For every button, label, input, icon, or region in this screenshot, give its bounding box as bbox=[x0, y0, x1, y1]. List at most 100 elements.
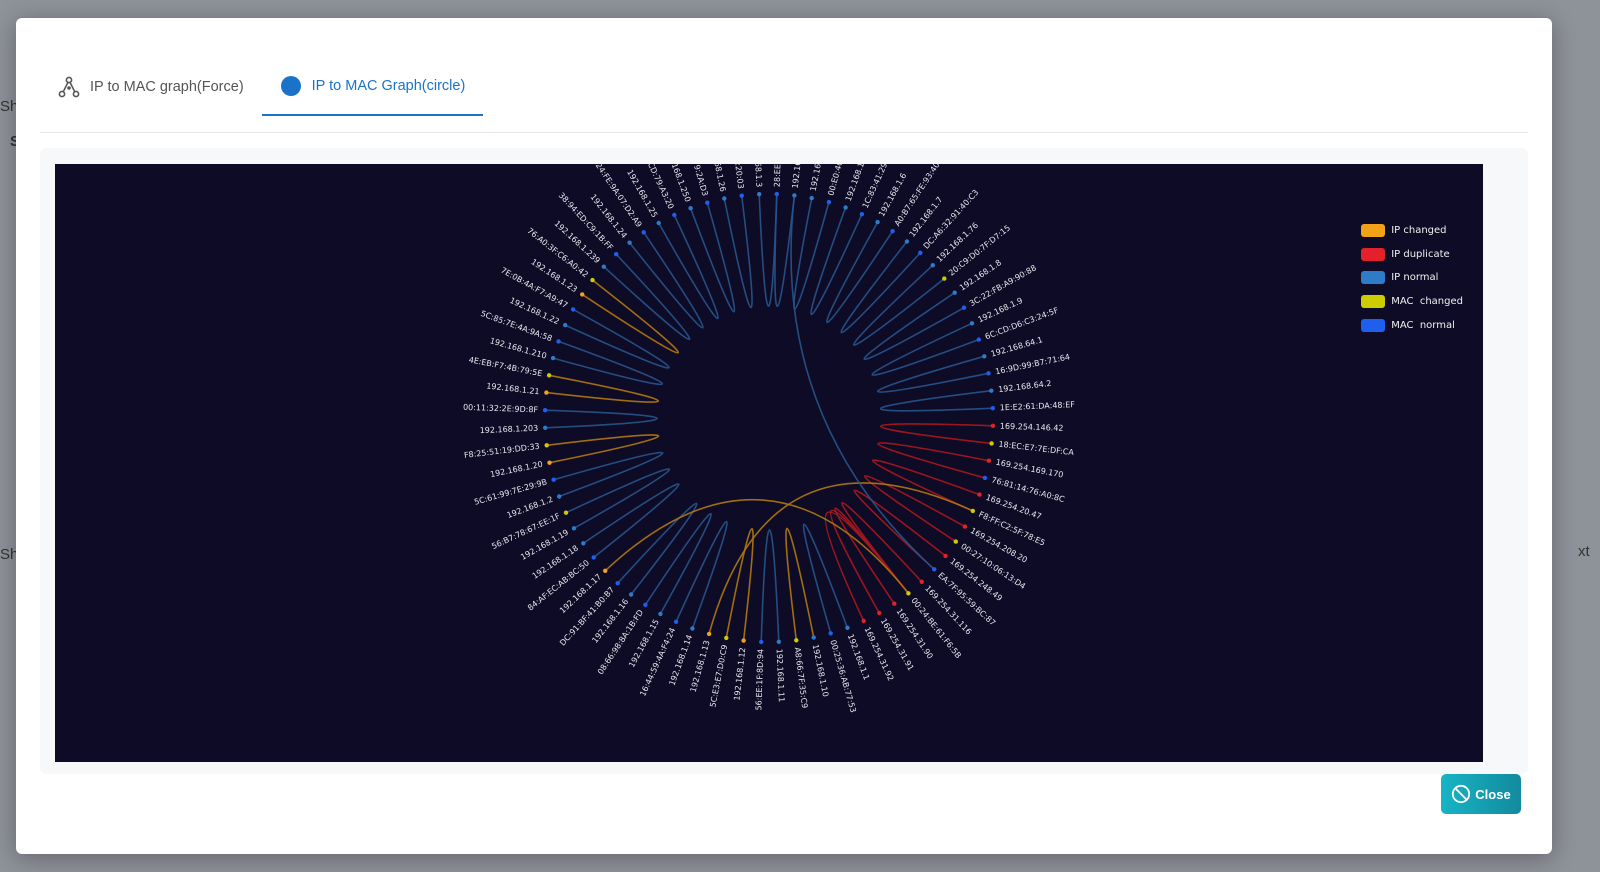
graph-node[interactable] bbox=[706, 631, 712, 637]
graph-node[interactable] bbox=[688, 206, 693, 211]
graph-link[interactable] bbox=[802, 523, 849, 634]
graph-link[interactable] bbox=[545, 409, 658, 429]
graph-node[interactable] bbox=[690, 626, 695, 631]
graph-link[interactable] bbox=[829, 509, 910, 614]
graph-node[interactable] bbox=[990, 423, 996, 428]
graph-link[interactable] bbox=[725, 527, 754, 641]
graph-node[interactable] bbox=[563, 322, 568, 328]
graph-node[interactable] bbox=[570, 307, 576, 312]
graph-node[interactable] bbox=[563, 510, 569, 515]
graph-node[interactable] bbox=[976, 337, 981, 342]
graph-link[interactable] bbox=[840, 241, 921, 334]
graph-node[interactable] bbox=[932, 567, 937, 572]
graph-link[interactable] bbox=[853, 489, 946, 570]
graph-node[interactable] bbox=[774, 191, 779, 197]
graph-node[interactable] bbox=[759, 639, 764, 645]
graph-node[interactable] bbox=[952, 290, 957, 295]
graph-link[interactable] bbox=[760, 529, 780, 642]
graph-node[interactable] bbox=[615, 581, 620, 586]
graph-node[interactable] bbox=[705, 200, 710, 205]
graph-node[interactable] bbox=[811, 635, 816, 640]
graph-node[interactable] bbox=[982, 475, 988, 481]
graph-link[interactable] bbox=[876, 355, 989, 393]
graph-node[interactable] bbox=[542, 408, 548, 413]
graph-link[interactable] bbox=[546, 374, 660, 403]
legend-item-mac-changed[interactable]: MAC changed bbox=[1361, 290, 1463, 314]
graph-node[interactable] bbox=[875, 219, 880, 225]
graph-link[interactable] bbox=[603, 253, 691, 341]
graph-link[interactable] bbox=[852, 264, 945, 346]
graph-link[interactable] bbox=[644, 512, 712, 615]
graph-node[interactable] bbox=[601, 264, 606, 269]
graph-link[interactable] bbox=[689, 202, 736, 313]
graph-link[interactable] bbox=[546, 434, 660, 464]
legend-item-ip-changed[interactable]: IP changed bbox=[1361, 219, 1463, 243]
graph-node[interactable] bbox=[969, 321, 975, 326]
graph-node[interactable] bbox=[546, 373, 552, 378]
close-button[interactable]: Close bbox=[1441, 774, 1521, 814]
graph-node[interactable] bbox=[627, 240, 632, 245]
legend-item-mac-normal[interactable]: MAC normal bbox=[1361, 313, 1463, 337]
graph-node[interactable] bbox=[986, 458, 992, 463]
graph-node[interactable] bbox=[859, 212, 865, 217]
graph-link[interactable] bbox=[552, 340, 664, 386]
graph-node[interactable] bbox=[741, 638, 746, 643]
graph-node[interactable] bbox=[794, 638, 799, 643]
graph-node[interactable] bbox=[571, 526, 577, 531]
graph-node[interactable] bbox=[591, 555, 596, 560]
graph-node[interactable] bbox=[614, 252, 619, 257]
graph-link[interactable] bbox=[723, 195, 753, 309]
graph-link[interactable] bbox=[582, 483, 680, 559]
graph-node[interactable] bbox=[543, 425, 548, 430]
graph-link[interactable] bbox=[879, 423, 993, 445]
graph-node[interactable] bbox=[673, 619, 679, 624]
graph-node[interactable] bbox=[643, 602, 648, 607]
graph-node[interactable] bbox=[809, 195, 814, 201]
graph-node[interactable] bbox=[550, 355, 556, 361]
graph-node[interactable] bbox=[544, 443, 549, 448]
circle-graph-canvas[interactable]: 28:EE:52:56:59 192.168.1.31192.168.1.4 00:… bbox=[55, 164, 1483, 762]
graph-node[interactable] bbox=[603, 568, 608, 573]
graph-link[interactable] bbox=[871, 459, 980, 512]
graph-link[interactable] bbox=[871, 322, 980, 376]
graph-node[interactable] bbox=[930, 263, 935, 268]
graph-link[interactable] bbox=[877, 442, 990, 479]
graph-node[interactable] bbox=[547, 460, 552, 465]
graph-link[interactable] bbox=[617, 502, 698, 595]
graph-node[interactable] bbox=[580, 292, 585, 297]
graph-link[interactable] bbox=[826, 221, 894, 324]
graph-node[interactable] bbox=[641, 230, 646, 235]
graph-link[interactable] bbox=[810, 207, 863, 316]
graph-node[interactable] bbox=[722, 196, 727, 201]
graph-node[interactable] bbox=[961, 305, 967, 310]
graph-node[interactable] bbox=[962, 524, 968, 529]
graph-link[interactable] bbox=[564, 308, 670, 369]
graph-node[interactable] bbox=[757, 192, 762, 197]
graph-node[interactable] bbox=[828, 631, 833, 636]
graph-link[interactable] bbox=[841, 501, 923, 594]
graph-link[interactable] bbox=[708, 482, 974, 635]
graph-node[interactable] bbox=[986, 371, 991, 376]
graph-node[interactable] bbox=[989, 388, 994, 393]
graph-node[interactable] bbox=[970, 508, 975, 514]
graph-link[interactable] bbox=[628, 231, 704, 329]
graph-link[interactable] bbox=[793, 197, 830, 310]
graph-node[interactable] bbox=[919, 579, 924, 584]
graph-node[interactable] bbox=[656, 220, 661, 226]
graph-node[interactable] bbox=[557, 494, 562, 499]
graph-node[interactable] bbox=[861, 618, 866, 624]
graph-link[interactable] bbox=[758, 194, 778, 307]
graph-node[interactable] bbox=[890, 229, 895, 234]
graph-node[interactable] bbox=[826, 199, 832, 205]
graph-link[interactable] bbox=[553, 451, 664, 498]
graph-node[interactable] bbox=[590, 277, 595, 283]
graph-node[interactable] bbox=[943, 553, 948, 559]
graph-node[interactable] bbox=[739, 193, 744, 198]
graph-node[interactable] bbox=[658, 611, 663, 617]
graph-node[interactable] bbox=[904, 239, 910, 244]
graph-link[interactable] bbox=[824, 511, 910, 622]
graph-link[interactable] bbox=[790, 195, 935, 570]
graph-link[interactable] bbox=[565, 468, 671, 529]
graph-node[interactable] bbox=[556, 339, 561, 344]
tab-force-graph[interactable]: IP to MAC graph(Force) bbox=[40, 58, 262, 116]
